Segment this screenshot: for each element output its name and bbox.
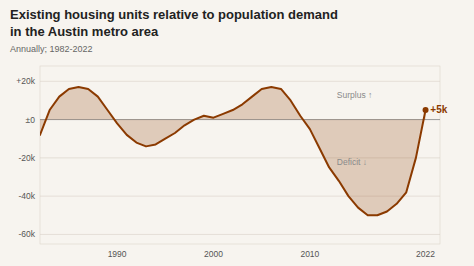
- plot-area: [40, 87, 429, 215]
- chart: Existing housing units relative to popul…: [0, 0, 474, 266]
- y-tick-label: -20k: [18, 153, 35, 163]
- x-tick-label: 2010: [300, 249, 319, 259]
- annotation: +5k: [430, 104, 447, 115]
- x-tick-label: 2022: [416, 249, 435, 259]
- title: in the Austin metro area: [10, 24, 159, 39]
- line: [40, 87, 426, 215]
- x-tick-label: 1990: [108, 249, 127, 259]
- grid-line: [40, 81, 440, 82]
- subtitle: Annually; 1982-2022: [10, 44, 93, 54]
- x-tick-label: 2000: [204, 249, 223, 259]
- plot-frame: [40, 66, 440, 244]
- annotation: Surplus ↑: [337, 90, 372, 100]
- end-point: [423, 107, 429, 113]
- title: Existing housing units relative to popul…: [10, 7, 338, 22]
- y-tick-label: -60k: [18, 229, 35, 239]
- y-tick-label: -40k: [18, 191, 35, 201]
- y-tick-label: ±0: [26, 115, 36, 125]
- grid-line: [40, 234, 440, 235]
- y-tick-label: +20k: [16, 76, 35, 86]
- background: [0, 0, 474, 266]
- annotation: Deficit ↓: [337, 157, 367, 167]
- area: [40, 87, 426, 215]
